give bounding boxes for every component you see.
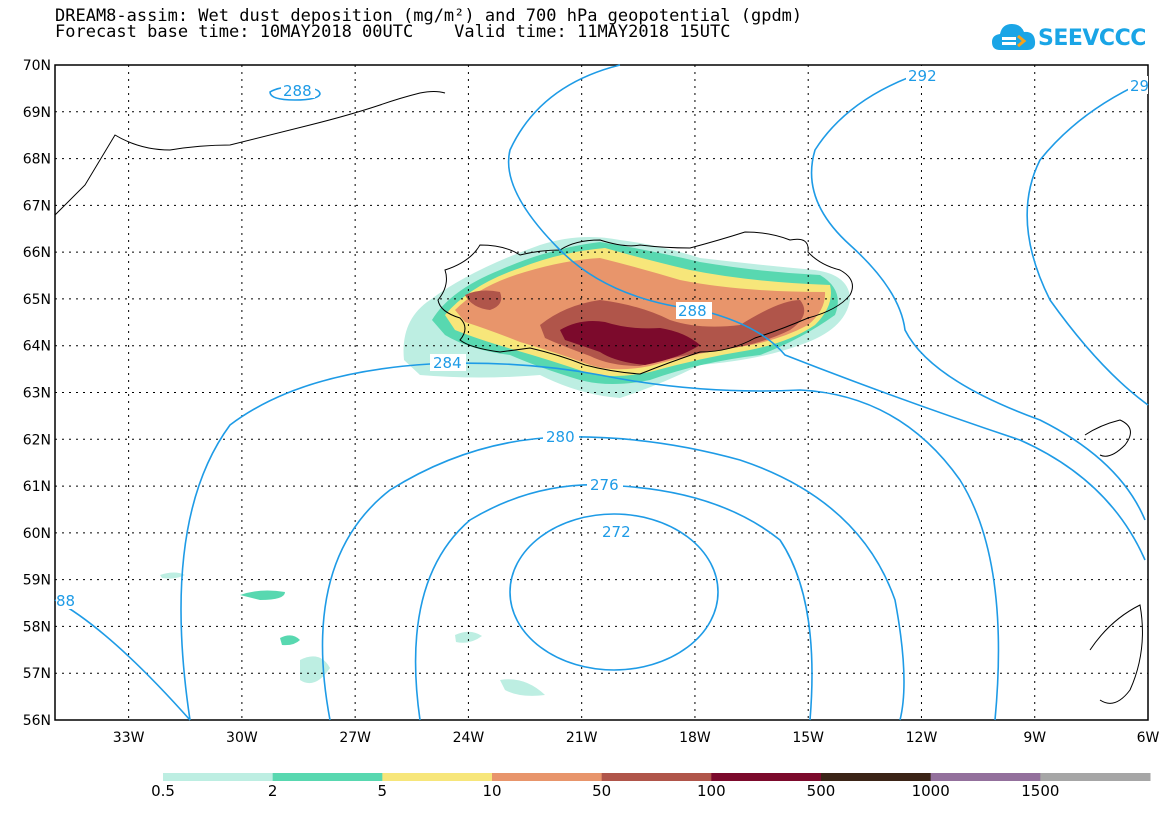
colorbar-swatch: [601, 773, 712, 781]
contour-label: 284: [433, 354, 462, 372]
colorbar-label: 2: [267, 782, 278, 800]
latitude-label: 66N: [23, 245, 51, 261]
latitude-label: 70N: [23, 58, 51, 74]
colorbar-label: 0.5: [151, 782, 175, 800]
latitude-label: 65N: [23, 292, 51, 308]
latitude-labels: 70N 69N 68N 67N 66N 65N 64N 63N 62N 61N 60N 59N 58N 5…: [23, 58, 51, 729]
colorbar-swatch: [272, 773, 383, 781]
colorbar-label: 1000: [911, 782, 950, 800]
latitude-label: 63N: [23, 386, 51, 402]
latitude-label: 57N: [23, 666, 51, 682]
contour-280: [321, 436, 905, 721]
latitude-label: 56N: [23, 713, 51, 729]
contour-284: [180, 362, 1000, 721]
colorbar-swatch: [1040, 773, 1151, 781]
latitude-label: 59N: [23, 573, 51, 589]
colorbar-label: 5: [377, 782, 388, 800]
contour-label: 292: [908, 67, 937, 85]
longitude-labels: 33W 30W 27W 24W 21W 18W 15W 12W 9W 6W: [113, 730, 1160, 746]
longitude-label: 24W: [453, 730, 485, 746]
longitude-label: 6W: [1137, 730, 1160, 746]
colorbar-swatch: [382, 773, 493, 781]
contour-label: 88: [56, 592, 75, 610]
colorbar-label: 50: [592, 782, 612, 800]
colorbar-swatch: [163, 773, 274, 781]
longitude-label: 9W: [1023, 730, 1046, 746]
contour-272: [509, 513, 719, 671]
cloud-icon: [992, 24, 1036, 50]
contour-labels: 288 292 29 288 284 280 276 272 88: [56, 66, 1149, 610]
latitude-label: 68N: [23, 152, 51, 168]
contour-292: [810, 69, 1146, 521]
seevccc-logo: SEEVCCC: [990, 20, 1170, 60]
latitude-label: 69N: [23, 105, 51, 121]
longitude-label: 21W: [566, 730, 598, 746]
latitude-label: 62N: [23, 432, 51, 448]
longitude-label: 12W: [906, 730, 938, 746]
contour-label: 276: [590, 476, 619, 494]
contour-label: 29: [1130, 77, 1149, 95]
chart-title: DREAM8-assim: Wet dust deposition (mg/m²…: [55, 6, 803, 26]
contour-296: [1026, 79, 1149, 406]
colorbar-swatch: [711, 773, 822, 781]
geopotential-contours: [54, 64, 1149, 721]
colorbar-label: 1500: [1021, 782, 1060, 800]
contour-label: 280: [546, 428, 575, 446]
latitude-label: 61N: [23, 479, 51, 495]
chart-subtitle: Forecast base time: 10MAY2018 00UTC Vali…: [55, 22, 731, 42]
colorbar-swatch: [930, 773, 1041, 781]
latitude-label: 67N: [23, 198, 51, 214]
colorbar-swatch: [821, 773, 932, 781]
longitude-label: 33W: [113, 730, 145, 746]
colorbar: [163, 773, 1151, 781]
coastlines: [54, 91, 1143, 704]
latitude-label: 58N: [23, 619, 51, 635]
colorbar-label: 500: [806, 782, 836, 800]
colorbar-label: 100: [697, 782, 726, 800]
longitude-label: 18W: [679, 730, 711, 746]
logo-text: SEEVCCC: [1038, 26, 1146, 51]
colorbar-swatch: [492, 773, 603, 781]
colorbar-label: 10: [482, 782, 502, 800]
latitude-label: 64N: [23, 339, 51, 355]
contour-label: 288: [678, 302, 707, 320]
longitude-label: 15W: [792, 730, 824, 746]
latitude-label: 60N: [23, 526, 51, 542]
longitude-label: 27W: [339, 730, 371, 746]
contour-label: 272: [602, 523, 631, 541]
contour-label: 288: [283, 82, 312, 100]
longitude-label: 30W: [226, 730, 258, 746]
